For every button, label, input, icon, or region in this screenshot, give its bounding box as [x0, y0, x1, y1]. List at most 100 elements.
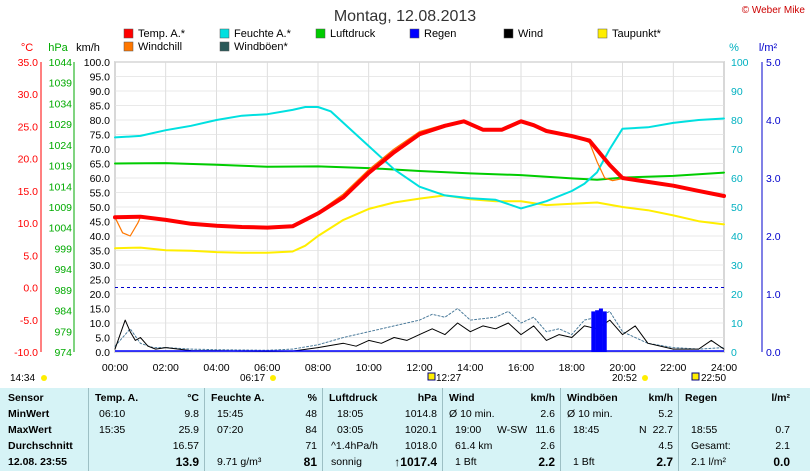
- col-head: Luftdruck: [329, 392, 378, 404]
- chart-title: Montag, 12.08.2013: [334, 8, 476, 25]
- axis-unit-press: hPa: [48, 42, 68, 54]
- max-time: 07:20: [217, 424, 244, 436]
- tick-x: 18:00: [559, 362, 585, 374]
- max-value: 22.7: [652, 424, 673, 436]
- col-unit: km/h: [648, 392, 673, 404]
- axis-unit-rain: l/m²: [759, 42, 778, 54]
- sunrise-icon: [270, 375, 276, 381]
- tick-wind: 10.0: [90, 318, 111, 330]
- current-value: ↑1017.4: [394, 455, 437, 469]
- current-value: 0.0: [773, 455, 790, 469]
- tick-wind: 90.0: [90, 86, 111, 98]
- pressure-trend: ^1.4hPa/h: [331, 440, 378, 452]
- time-left-label: 14:34: [10, 373, 35, 384]
- tick-x: 22:00: [660, 362, 686, 374]
- tick-press: 1004: [49, 223, 73, 235]
- legend-swatch: [219, 41, 230, 52]
- current-value: 2.2: [538, 455, 555, 469]
- sunrise-label: 06:17: [240, 373, 265, 384]
- rain-today: 2.1 l/m²: [691, 456, 727, 468]
- tick-temp: 25.0: [18, 121, 39, 133]
- min-value: 5.2: [658, 408, 673, 420]
- rain-bar: [598, 308, 603, 352]
- moonset-icon: [691, 372, 700, 381]
- legend-swatch: [597, 28, 608, 39]
- wind-distance: 61.4 km: [455, 440, 493, 452]
- max-direction: N: [639, 424, 647, 436]
- tick-wind: 55.0: [90, 188, 111, 200]
- tick-temp: 15.0: [18, 186, 39, 198]
- legend-label: Taupunkt*: [612, 28, 662, 40]
- max-time: 03:05: [337, 424, 364, 436]
- tick-wind: 20.0: [90, 289, 111, 301]
- min-value: 9.8: [184, 408, 199, 420]
- moonset-label: 22:50: [701, 373, 726, 384]
- legend-label: Temp. A.*: [138, 28, 186, 40]
- col-head: Windböen: [567, 392, 618, 404]
- tick-x: 24:00: [711, 362, 737, 374]
- min-label: Ø 10 min.: [567, 408, 613, 420]
- tick-temp: 20.0: [18, 154, 39, 166]
- sunset-label: 20:52: [612, 373, 637, 384]
- tick-wind: 25.0: [90, 275, 111, 287]
- column-temperature: Temp. A. °C 06:10 9.8 15:35 25.9 16.57 1…: [88, 388, 205, 471]
- current-value: 81: [303, 455, 317, 469]
- max-value: 11.6: [535, 424, 555, 436]
- max-direction: W-SW: [497, 424, 528, 436]
- avg-value: 1018.0: [404, 440, 437, 452]
- total-label: Gesamt:: [691, 440, 731, 452]
- legend-swatch: [315, 28, 326, 39]
- tick-wind: 15.0: [90, 304, 111, 316]
- axis-unit-temp: °C: [21, 42, 33, 54]
- tick-press: 1039: [49, 78, 73, 90]
- tick-temp: 5.0: [23, 250, 38, 262]
- col-unit: hPa: [417, 392, 437, 404]
- chart-series: [113, 106, 726, 352]
- chart-legend: Temp. A.* Feuchte A.* Luftdruck Regen Wind Ta…: [123, 28, 662, 53]
- tick-press: 1029: [49, 119, 73, 131]
- current-absolute-humidity: 9.71 g/m³: [217, 456, 262, 468]
- moonrise-label: 12:27: [436, 373, 461, 384]
- min-value: 2.6: [540, 408, 555, 420]
- tick-x: 12:00: [406, 362, 432, 374]
- tick-wind: 50.0: [90, 202, 111, 214]
- tick-press: 979: [54, 326, 72, 338]
- tick-wind: 5.0: [95, 333, 110, 345]
- tick-press: 994: [54, 264, 72, 276]
- tick-press: 974: [54, 347, 72, 359]
- legend-swatch: [123, 41, 134, 52]
- weather-chart: Montag, 12.08.2013 © Weber Mike Temp. A.…: [10, 5, 806, 384]
- avg-value: 2.6: [540, 440, 555, 452]
- tick-rain: 2.0: [766, 231, 781, 243]
- column-gusts: Windböen km/h Ø 10 min. 5.2 18:45 N 22.7…: [560, 388, 679, 471]
- copyright-text: © Weber Mike: [742, 5, 806, 16]
- max-time: 18:55: [691, 424, 718, 436]
- tick-hum: 0: [731, 347, 737, 359]
- legend-label: Windchill: [138, 41, 182, 53]
- max-time: 15:35: [99, 424, 126, 436]
- column-pressure: Luftdruck hPa 18:05 1014.8 03:05 1020.1 …: [322, 388, 443, 471]
- tick-temp: -10.0: [14, 347, 38, 359]
- tick-hum: 30: [731, 260, 743, 272]
- tick-press: 1034: [49, 98, 73, 110]
- tick-press: 989: [54, 285, 72, 297]
- row-labels-column: Sensor MinWert MaxWert Durchschnitt 12.0…: [0, 388, 88, 471]
- tick-x: 02:00: [153, 362, 179, 374]
- rain-bar: [595, 310, 600, 352]
- tick-press: 1024: [49, 140, 73, 152]
- legend-label: Regen: [424, 28, 456, 40]
- max-value: 1020.1: [404, 424, 437, 436]
- tick-rain: 3.0: [766, 173, 781, 185]
- tick-hum: 40: [731, 231, 743, 243]
- tick-wind: 75.0: [90, 130, 111, 142]
- series-line-temp-a: [113, 119, 726, 230]
- tick-hum: 100: [731, 57, 749, 69]
- sunset-icon: [642, 375, 648, 381]
- tick-x: 00:00: [102, 362, 128, 374]
- legend-label: Luftdruck: [330, 28, 376, 40]
- tick-x: 20:00: [609, 362, 635, 374]
- tick-wind: 45.0: [90, 217, 111, 229]
- legend-swatch: [409, 28, 420, 39]
- min-time: 15:45: [217, 408, 244, 420]
- label-sensor: Sensor: [8, 392, 44, 404]
